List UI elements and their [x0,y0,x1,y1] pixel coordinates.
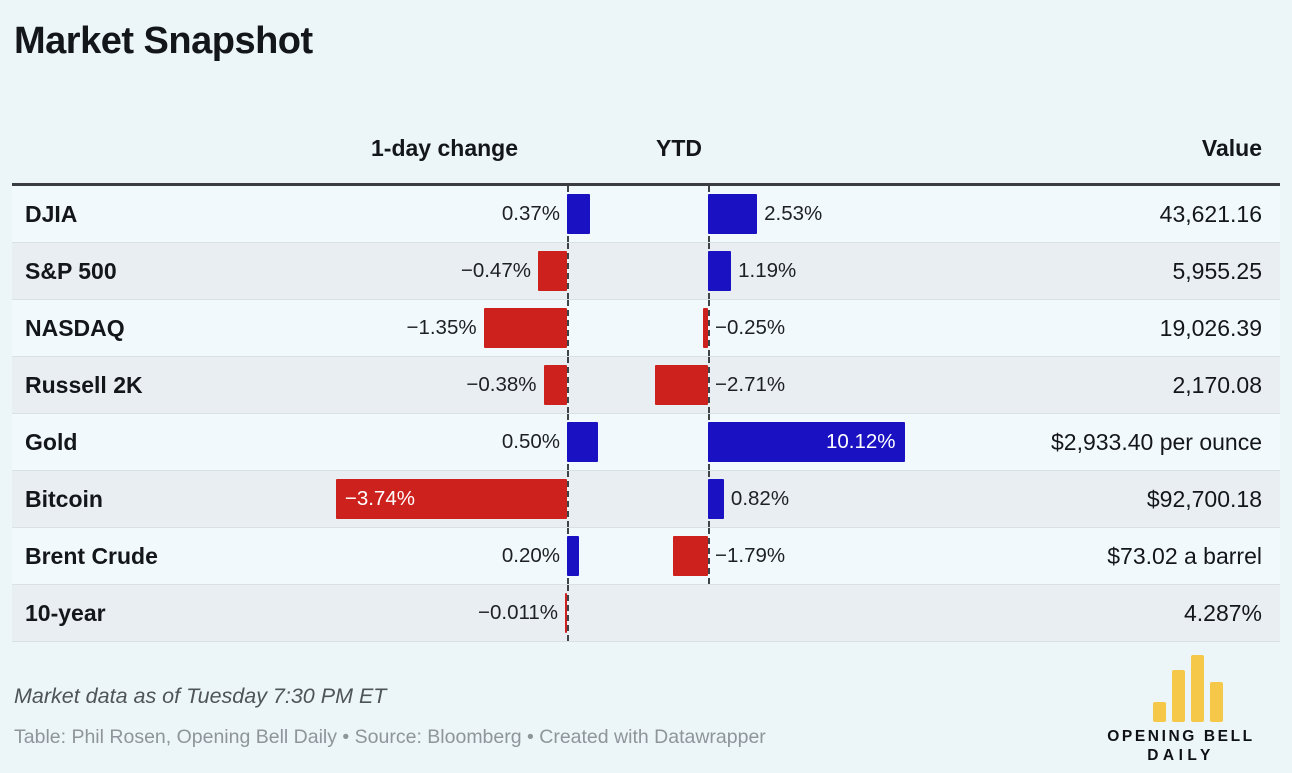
ytd-bar [703,308,708,348]
opening-bell-daily-logo: OPENING BELL DAILY [1092,653,1270,765]
row-label: S&P 500 [25,258,117,284]
table-row: 10-year −0.011% 4.287% [12,585,1280,642]
value-cell: 19,026.39 [1159,315,1262,341]
table-row: NASDAQ −1.35% −0.25% 19,026.39 [12,300,1280,357]
ytd-label: 0.82% [730,487,790,510]
ytd-zero-axis [708,357,710,413]
ytd-label: −2.71% [715,373,786,396]
logo-bar-3 [1191,655,1204,722]
change-label: −0.38% [466,373,537,396]
change-label: 0.37% [501,202,560,225]
row-label: DJIA [25,201,78,227]
change-zero-axis [567,300,569,356]
row-label: NASDAQ [25,315,125,341]
change-bar [567,536,580,576]
value-cell: $92,700.18 [1146,486,1262,512]
change-label: −1.35% [406,316,477,339]
row-label: Brent Crude [25,543,158,569]
ytd-bar [655,365,708,405]
ytd-label: −0.25% [715,316,786,339]
ytd-bar [708,251,732,291]
ytd-label: −1.79% [715,544,786,567]
row-label: Russell 2K [25,372,143,398]
column-header-value: Value [1201,135,1262,161]
change-label: 0.20% [501,544,560,567]
change-bar [483,308,567,348]
change-bar [565,593,567,633]
change-label: −0.47% [460,259,531,282]
ytd-label: 10.12% [826,430,896,453]
ytd-zero-axis [708,528,710,584]
ytd-bar [673,536,708,576]
logo-bar-4 [1210,682,1223,722]
change-bar [537,251,567,291]
change-label: 0.50% [501,430,560,453]
row-label: 10-year [25,600,106,626]
page-title: Market Snapshot [14,20,313,62]
ytd-bar [708,422,905,462]
table-body: DJIA 0.37% 2.53% 43,621.16 S&P 500 −0.47% 1.19… [12,186,1280,642]
value-cell: 43,621.16 [1159,201,1262,227]
table-row: Brent Crude 0.20% −1.79% $73.02 a barrel [12,528,1280,585]
header-rule [12,183,1280,186]
logo-bar-2 [1172,670,1185,722]
table-row: S&P 500 −0.47% 1.19% 5,955.25 [12,243,1280,300]
change-label: −0.011% [478,601,558,624]
ytd-bar [708,479,724,519]
value-cell: $2,933.40 per ounce [1050,429,1262,455]
change-label: −3.74% [344,487,415,510]
ytd-label: 1.19% [738,259,797,282]
table-row: Gold 0.50% 10.12% $2,933.40 per ounce [12,414,1280,471]
table-row: DJIA 0.37% 2.53% 43,621.16 [12,186,1280,243]
data-as-of-note: Market data as of Tuesday 7:30 PM ET [14,684,387,708]
value-cell: 5,955.25 [1172,258,1262,284]
change-bar [335,479,567,519]
value-cell: 2,170.08 [1172,372,1262,398]
ytd-label: 2.53% [764,202,823,225]
change-zero-axis [567,357,569,413]
bar-chart-logo-icon [1153,653,1223,722]
column-header-1day-change: 1-day change [371,135,518,161]
ytd-zero-axis [708,300,710,356]
change-zero-axis [567,471,569,527]
logo-bar-1 [1153,702,1166,722]
change-bar [543,365,567,405]
logo-text-line2: DAILY [1147,747,1215,764]
value-cell: $73.02 a barrel [1107,543,1262,569]
change-bar [567,422,598,462]
column-header-ytd: YTD [656,135,702,161]
change-bar [567,194,590,234]
value-cell: 4.287% [1183,600,1262,626]
table-row: Russell 2K −0.38% −2.71% 2,170.08 [12,357,1280,414]
table-row: Bitcoin −3.74% 0.82% $92,700.18 [12,471,1280,528]
change-zero-axis [567,585,569,641]
change-zero-axis [567,243,569,299]
source-credit: Table: Phil Rosen, Opening Bell Daily • … [14,726,766,748]
logo-text-line1: OPENING BELL [1107,728,1255,745]
row-label: Bitcoin [25,486,103,512]
ytd-bar [708,194,758,234]
row-label: Gold [25,429,78,455]
